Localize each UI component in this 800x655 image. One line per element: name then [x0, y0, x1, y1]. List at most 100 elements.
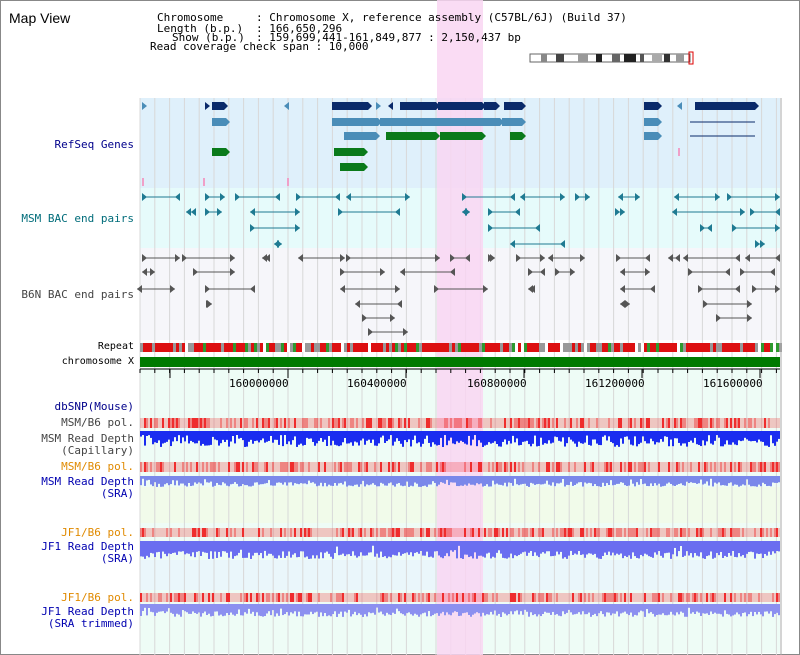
depth-bar — [344, 541, 346, 557]
strand-marker — [747, 300, 752, 308]
pol-cell — [376, 593, 378, 602]
pol-cell — [404, 418, 406, 428]
jf1-b6-pol-track[interactable] — [140, 528, 780, 537]
pol-cell — [392, 593, 394, 602]
depth-bar — [674, 604, 676, 616]
refseq-genes-track[interactable] — [142, 102, 759, 186]
depth-bar — [268, 476, 270, 481]
depth-bar — [202, 476, 204, 486]
pol-cell — [640, 528, 642, 537]
pol-cell — [690, 462, 692, 472]
repeat-segment — [314, 343, 317, 352]
depth-bar — [616, 604, 618, 612]
pol-cell — [256, 418, 258, 428]
pol-cell — [324, 528, 326, 537]
msm-depth-capillary-label[interactable]: MSM Read Depth — [41, 432, 134, 445]
repeat-segment — [329, 343, 332, 352]
refseq-genes-label[interactable]: RefSeq Genes — [54, 138, 134, 151]
depth-bar — [612, 431, 614, 444]
pol-cell — [238, 418, 240, 428]
pol-cell — [558, 462, 560, 472]
depth-bar — [182, 476, 184, 484]
repeat-segment — [434, 343, 437, 352]
pol-cell — [538, 418, 540, 428]
depth-bar — [230, 604, 232, 613]
depth-bar — [560, 431, 562, 442]
jf1-read-depth-trimmed-track[interactable] — [140, 604, 780, 617]
depth-bar — [516, 604, 518, 611]
jf1-read-depth-sra-track[interactable] — [140, 541, 780, 559]
msm-read-depth-capillary-track[interactable] — [140, 431, 780, 447]
pol-cell — [440, 418, 442, 428]
msm-bac-pairs-track[interactable] — [142, 193, 780, 248]
pol-cell — [384, 528, 386, 537]
pol-cell — [648, 528, 650, 537]
depth-bar — [382, 431, 384, 436]
pol-cell — [776, 593, 778, 602]
pol-cell — [706, 593, 708, 602]
pol-cell — [362, 462, 364, 472]
pol-cell — [700, 462, 702, 472]
chromosome-ideogram[interactable] — [529, 51, 694, 65]
b6n-bac-label[interactable]: B6N BAC end pairs — [21, 288, 134, 301]
depth-bar — [228, 541, 230, 558]
pol-cell — [578, 462, 580, 472]
axis-tick-label: 160800000 — [467, 377, 527, 390]
pol-cell — [630, 462, 632, 472]
pol-cell — [150, 593, 152, 602]
chromosome-bar[interactable] — [140, 357, 780, 367]
pol-cell — [220, 528, 222, 537]
msm-bac-label[interactable]: MSM BAC end pairs — [21, 212, 134, 225]
jf1-depth-sra-label[interactable]: JF1 Read Depth — [41, 540, 134, 553]
pol-cell — [274, 593, 276, 602]
strand-marker — [465, 208, 470, 216]
depth-bar — [206, 541, 208, 553]
pol-cell — [602, 528, 604, 537]
depth-bar — [518, 476, 520, 486]
jf1-b6-pol-track-2[interactable] — [140, 593, 780, 602]
pol-cell — [574, 462, 576, 472]
pol-cell — [248, 593, 250, 602]
msm-b6-pol-label-2[interactable]: MSM/B6 pol. — [61, 460, 134, 473]
depth-bar — [164, 604, 166, 614]
pol-cell — [642, 418, 644, 428]
pol-cell — [510, 593, 512, 602]
depth-bar — [410, 541, 412, 553]
dbsnp-label[interactable]: dbSNP(Mouse) — [54, 400, 134, 413]
pol-cell — [174, 462, 176, 472]
depth-bar — [184, 476, 186, 486]
depth-bar — [612, 541, 614, 553]
pol-cell — [444, 528, 446, 537]
depth-bar — [714, 604, 716, 613]
depth-bar — [552, 604, 554, 612]
depth-bar — [248, 541, 250, 553]
pol-cell — [168, 462, 170, 472]
depth-bar — [768, 541, 770, 552]
msm-read-depth-sra-track[interactable] — [140, 476, 780, 487]
strand-marker — [775, 208, 780, 216]
msm-b6-pol-track-2[interactable] — [140, 462, 780, 472]
depth-bar — [706, 476, 708, 482]
jf1-b6-pol-label[interactable]: JF1/B6 pol. — [61, 526, 134, 539]
depth-bar — [440, 541, 442, 558]
pol-cell — [286, 462, 288, 472]
msm-b6-pol-label[interactable]: MSM/B6 pol. — [61, 416, 134, 429]
depth-bar — [552, 541, 554, 557]
pol-cell — [312, 528, 314, 537]
msm-b6-pol-track[interactable] — [140, 418, 780, 428]
msm-depth-sra-label[interactable]: MSM Read Depth — [41, 475, 134, 488]
pol-cell — [752, 593, 754, 602]
depth-bar — [464, 431, 466, 444]
pol-cell — [224, 418, 226, 428]
jf1-b6-pol-label-2[interactable]: JF1/B6 pol. — [61, 591, 134, 604]
pol-cell — [140, 528, 142, 537]
pol-cell — [374, 528, 376, 537]
pol-cell — [670, 418, 672, 428]
pol-cell — [340, 418, 342, 428]
depth-bar — [540, 604, 542, 617]
b6n-bac-pairs-track[interactable] — [137, 254, 780, 336]
depth-bar — [566, 541, 568, 559]
jf1-depth-trimmed-label[interactable]: JF1 Read Depth — [41, 605, 134, 618]
repeat-track[interactable] — [140, 343, 782, 352]
